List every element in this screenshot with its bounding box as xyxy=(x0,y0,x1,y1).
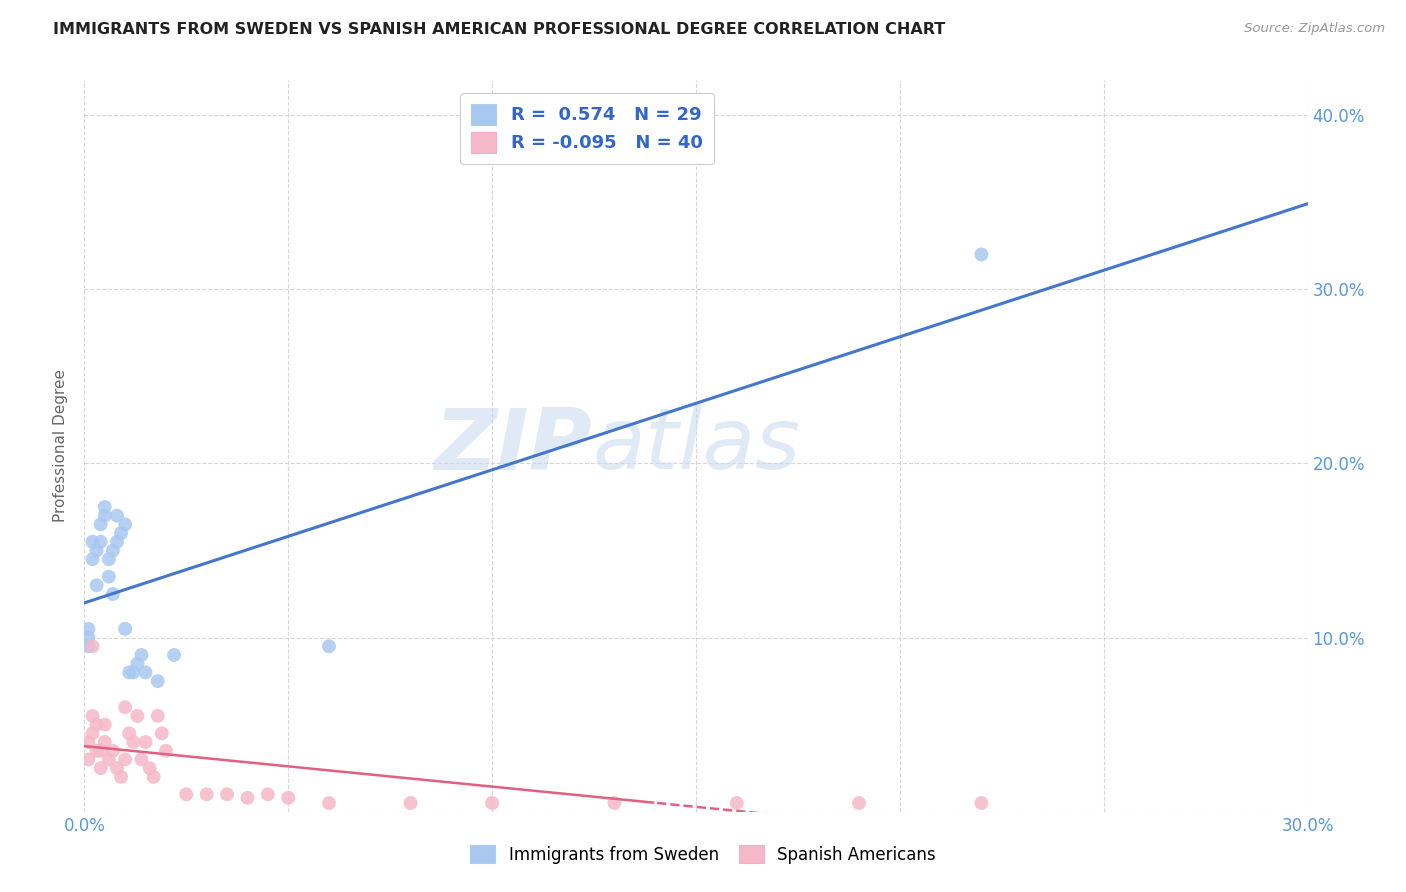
Point xyxy=(105,534,128,549)
Point xyxy=(86,744,108,758)
Point xyxy=(82,640,104,654)
Legend: Immigrants from Sweden, Spanish Americans: Immigrants from Sweden, Spanish American… xyxy=(464,838,942,871)
Point xyxy=(86,543,108,558)
Point xyxy=(122,665,145,680)
Point xyxy=(90,534,112,549)
Y-axis label: Professional Degree: Professional Degree xyxy=(53,369,69,523)
Point xyxy=(603,796,626,810)
Point xyxy=(82,552,104,566)
Point xyxy=(93,508,115,523)
Point xyxy=(114,517,136,532)
Point xyxy=(105,508,128,523)
Point xyxy=(318,640,340,654)
Legend: R =  0.574   N = 29, R = -0.095   N = 40: R = 0.574 N = 29, R = -0.095 N = 40 xyxy=(460,93,714,163)
Text: ZIP: ZIP xyxy=(434,404,592,488)
Point xyxy=(725,796,748,810)
Point xyxy=(150,726,173,740)
Point xyxy=(146,709,169,723)
Point xyxy=(118,726,141,740)
Point xyxy=(105,761,128,775)
Point xyxy=(257,787,280,801)
Point xyxy=(135,665,157,680)
Text: IMMIGRANTS FROM SWEDEN VS SPANISH AMERICAN PROFESSIONAL DEGREE CORRELATION CHART: IMMIGRANTS FROM SWEDEN VS SPANISH AMERIC… xyxy=(53,22,946,37)
Point xyxy=(101,543,124,558)
Point xyxy=(236,790,259,805)
Point xyxy=(114,700,136,714)
Point xyxy=(86,717,108,731)
Point xyxy=(131,752,153,766)
Point xyxy=(77,622,100,636)
Point xyxy=(217,787,239,801)
Point xyxy=(138,761,160,775)
Point xyxy=(118,665,141,680)
Point xyxy=(82,726,104,740)
Point xyxy=(155,744,177,758)
Point xyxy=(146,674,169,689)
Point xyxy=(77,631,100,645)
Point xyxy=(90,744,112,758)
Point xyxy=(122,735,145,749)
Point xyxy=(848,796,870,810)
Point xyxy=(93,717,115,731)
Point xyxy=(174,787,197,801)
Point xyxy=(114,752,136,766)
Point xyxy=(399,796,422,810)
Point xyxy=(101,587,124,601)
Point xyxy=(93,500,115,514)
Point xyxy=(970,247,993,261)
Point xyxy=(77,752,100,766)
Point xyxy=(110,526,132,541)
Point xyxy=(97,569,120,583)
Point xyxy=(110,770,132,784)
Point xyxy=(97,552,120,566)
Point xyxy=(114,622,136,636)
Point xyxy=(195,787,218,801)
Point xyxy=(93,735,115,749)
Point xyxy=(318,796,340,810)
Point xyxy=(77,735,100,749)
Text: atlas: atlas xyxy=(592,404,800,488)
Point xyxy=(90,761,112,775)
Point xyxy=(101,744,124,758)
Point xyxy=(90,517,112,532)
Point xyxy=(481,796,503,810)
Point xyxy=(970,796,993,810)
Point xyxy=(82,534,104,549)
Point xyxy=(142,770,165,784)
Point xyxy=(77,640,100,654)
Point xyxy=(135,735,157,749)
Point xyxy=(277,790,299,805)
Text: Source: ZipAtlas.com: Source: ZipAtlas.com xyxy=(1244,22,1385,36)
Point xyxy=(131,648,153,662)
Point xyxy=(163,648,186,662)
Point xyxy=(97,752,120,766)
Point xyxy=(127,657,149,671)
Point xyxy=(82,709,104,723)
Point xyxy=(127,709,149,723)
Point xyxy=(86,578,108,592)
